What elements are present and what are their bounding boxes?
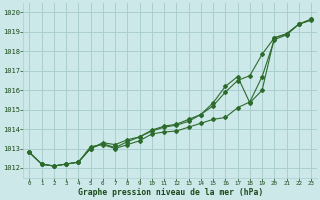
X-axis label: Graphe pression niveau de la mer (hPa): Graphe pression niveau de la mer (hPa): [78, 188, 263, 197]
